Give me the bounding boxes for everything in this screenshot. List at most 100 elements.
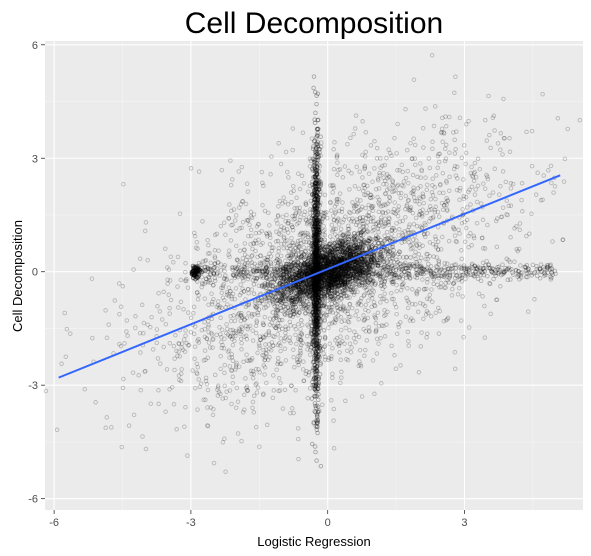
scatter-point xyxy=(330,252,336,258)
scatter-point xyxy=(195,338,200,344)
scatter-point xyxy=(384,155,389,161)
scatter-point xyxy=(389,231,394,237)
scatter-point xyxy=(172,356,177,361)
scatter-point xyxy=(332,316,338,321)
scatter-point xyxy=(186,342,192,348)
scatter-point xyxy=(379,274,384,279)
scatter-point xyxy=(533,192,539,197)
scatter-point xyxy=(322,318,327,324)
scatter-point xyxy=(356,334,362,340)
scatter-point xyxy=(355,230,361,236)
scatter-point xyxy=(433,234,438,239)
scatter-point xyxy=(406,240,412,245)
scatter-point xyxy=(312,296,318,301)
scatter-point xyxy=(291,217,296,222)
scatter-point xyxy=(367,246,372,251)
scatter-point xyxy=(353,277,358,282)
scatter-point xyxy=(265,267,270,272)
scatter-point xyxy=(363,149,368,155)
scatter-point xyxy=(305,189,311,194)
scatter-point xyxy=(326,288,331,293)
scatter-point xyxy=(320,294,325,299)
scatter-point xyxy=(483,117,488,123)
scatter-point xyxy=(560,237,565,243)
scatter-point xyxy=(372,139,377,144)
scatter-point xyxy=(445,315,451,321)
scatter-point xyxy=(455,292,461,297)
scatter-point xyxy=(257,370,262,375)
scatter-point xyxy=(413,249,418,255)
scatter-point xyxy=(319,280,325,285)
scatter-point xyxy=(205,423,210,428)
scatter-point xyxy=(283,267,289,273)
scatter-point xyxy=(349,219,354,224)
scatter-point xyxy=(254,241,259,246)
scatter-point xyxy=(175,254,181,260)
scatter-point xyxy=(288,290,294,295)
scatter-point xyxy=(338,257,344,262)
scatter-point xyxy=(481,181,486,186)
scatter-point xyxy=(43,388,49,394)
scatter-point xyxy=(267,316,273,321)
scatter-point xyxy=(337,258,343,264)
scatter-point xyxy=(139,302,145,308)
scatter-point xyxy=(310,268,315,273)
scatter-point xyxy=(259,265,264,271)
scatter-point xyxy=(368,216,374,221)
scatter-point xyxy=(318,237,323,243)
scatter-point xyxy=(333,283,338,289)
scatter-point xyxy=(453,146,458,152)
scatter-point xyxy=(119,444,125,450)
scatter-point xyxy=(229,278,234,284)
scatter-point xyxy=(354,217,359,222)
scatter-point xyxy=(479,235,485,241)
scatter-point xyxy=(419,330,424,335)
scatter-point xyxy=(262,314,268,320)
scatter-point xyxy=(346,266,351,272)
scatter-point xyxy=(179,345,184,350)
scatter-point xyxy=(447,114,452,120)
scatter-point xyxy=(163,409,168,414)
scatter-point xyxy=(267,251,272,256)
scatter-point xyxy=(452,233,458,238)
scatter-point xyxy=(380,286,385,292)
scatter-point xyxy=(314,301,320,307)
scatter-point xyxy=(245,270,250,276)
scatter-point xyxy=(314,374,320,379)
scatter-point xyxy=(358,198,363,203)
scatter-point xyxy=(368,143,374,148)
scatter-point xyxy=(156,290,161,296)
scatter-point xyxy=(239,225,244,231)
scatter-point xyxy=(396,190,402,196)
scatter-point xyxy=(292,206,297,211)
scatter-point xyxy=(227,333,233,339)
scatter-point xyxy=(287,338,292,344)
scatter-point xyxy=(199,280,205,286)
scatter-point xyxy=(296,456,301,462)
scatter-point xyxy=(390,189,395,195)
scatter-point xyxy=(313,169,319,174)
scatter-point xyxy=(229,367,234,373)
scatter-point xyxy=(262,365,268,370)
scatter-point xyxy=(535,170,540,175)
scatter-point xyxy=(311,250,317,255)
scatter-point xyxy=(361,266,367,272)
scatter-point xyxy=(218,353,223,359)
scatter-point xyxy=(192,324,198,329)
scatter-point xyxy=(298,238,303,243)
scatter-point xyxy=(313,254,319,259)
scatter-point xyxy=(431,276,437,282)
scatter-point xyxy=(248,214,254,219)
scatter-point xyxy=(305,342,310,347)
scatter-point xyxy=(343,398,348,404)
scatter-point xyxy=(362,316,368,322)
scatter-point xyxy=(347,273,353,278)
scatter-point xyxy=(222,370,227,376)
scatter-point xyxy=(365,258,371,264)
scatter-point xyxy=(278,297,283,303)
scatter-point xyxy=(240,409,246,415)
scatter-point xyxy=(347,226,352,232)
scatter-point xyxy=(245,254,250,259)
scatter-point xyxy=(519,197,524,203)
scatter-point xyxy=(437,308,443,314)
